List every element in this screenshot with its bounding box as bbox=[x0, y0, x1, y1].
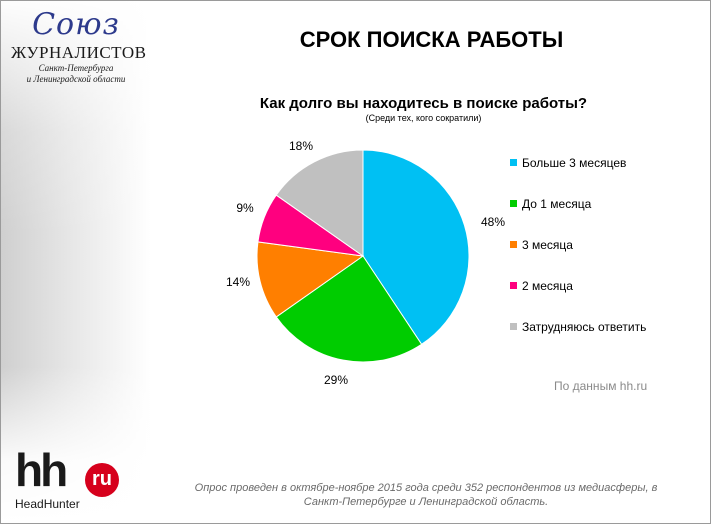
hh-logo-ru: ru bbox=[92, 468, 112, 490]
legend-swatch bbox=[510, 200, 517, 207]
hh-logo-brand: HeadHunter bbox=[15, 497, 80, 511]
legend-item: Больше 3 месяцев bbox=[510, 156, 626, 170]
legend-label: 3 месяца bbox=[522, 238, 573, 252]
legend-item: 2 месяца bbox=[510, 279, 573, 293]
legend-swatch bbox=[510, 323, 517, 330]
legend-swatch bbox=[510, 241, 517, 248]
headhunter-logo: hh ru HeadHunter bbox=[15, 445, 125, 511]
logo-subtitle-line1: Санкт-Петербурга bbox=[38, 63, 114, 73]
journalists-union-logo: Союз ЖУРНАЛИСТОВ Санкт-Петербурга и Лени… bbox=[11, 7, 147, 85]
chart-title: Как долго вы находитесь в поиске работы? bbox=[259, 95, 588, 112]
legend-label: Больше 3 месяцев bbox=[522, 156, 627, 170]
legend-label: До 1 месяца bbox=[522, 197, 592, 211]
data-label: 9% bbox=[236, 201, 254, 215]
data-label: 29% bbox=[324, 373, 348, 387]
sidebar-fade bbox=[1, 1, 151, 523]
chart-subtitle: (Среди тех, кого сократили) bbox=[365, 113, 482, 123]
footnote-line2: Санкт-Петербурге и Ленинградской область… bbox=[303, 496, 549, 508]
data-label: 18% bbox=[289, 139, 313, 153]
pie-slice bbox=[275, 255, 423, 363]
legend-swatch bbox=[510, 282, 517, 289]
legend-label: Затрудняюсь ответить bbox=[522, 320, 647, 334]
legend-item: Затрудняюсь ответить bbox=[510, 320, 646, 334]
pie-slice bbox=[256, 241, 365, 318]
legend-item: 3 месяца bbox=[510, 238, 573, 252]
legend-swatch bbox=[510, 159, 517, 166]
hh-logo-circle: ru bbox=[85, 463, 119, 497]
logo-main-text: ЖУРНАЛИСТОВ bbox=[11, 43, 147, 62]
data-label: 14% bbox=[226, 275, 250, 289]
source-note: По данным hh.ru bbox=[554, 379, 648, 393]
legend-label: 2 месяца bbox=[522, 279, 573, 293]
hh-logo-text: hh bbox=[15, 444, 68, 496]
logo-script-text: Союз bbox=[32, 7, 120, 42]
data-label: 48% bbox=[481, 215, 505, 229]
logo-subtitle-line2: и Ленинградской области bbox=[26, 74, 126, 84]
footnote-line1: Опрос проведен в октябре-ноябре 2015 год… bbox=[194, 482, 658, 494]
page-title: СРОК ПОИСКА РАБОТЫ bbox=[299, 27, 564, 52]
survey-footnote: Опрос проведен в октябре-ноябре 2015 год… bbox=[161, 481, 691, 509]
legend-item: До 1 месяца bbox=[510, 197, 591, 211]
pie-slice bbox=[275, 149, 364, 257]
